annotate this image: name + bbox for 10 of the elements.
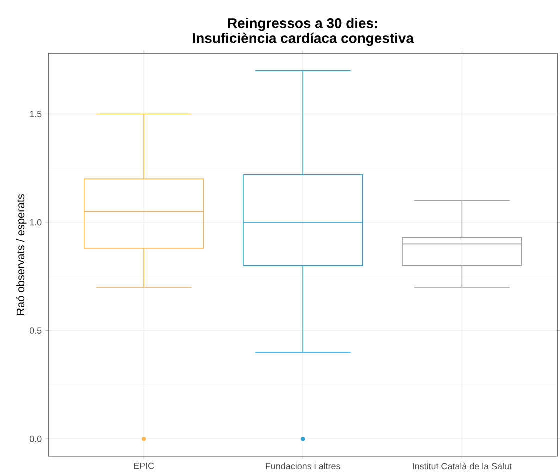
chart-title: Reingressos a 30 dies: [228,18,378,32]
y-tick-label: 1.5 [30,111,42,118]
y-tick-label: 1.0 [30,219,42,226]
x-tick-label: Fundacions i altres [266,462,340,470]
y-tick-label: 0.0 [30,436,42,442]
x-tick-label: Institut Català de la Salut [413,462,512,470]
y-axis-title: Raó observats / esperats [16,194,27,316]
chart-subtitle: Insuficiència cardíaca congestiva [193,32,414,46]
y-tick-label: 0.5 [30,328,42,334]
x-tick-label: EPIC [134,462,154,470]
